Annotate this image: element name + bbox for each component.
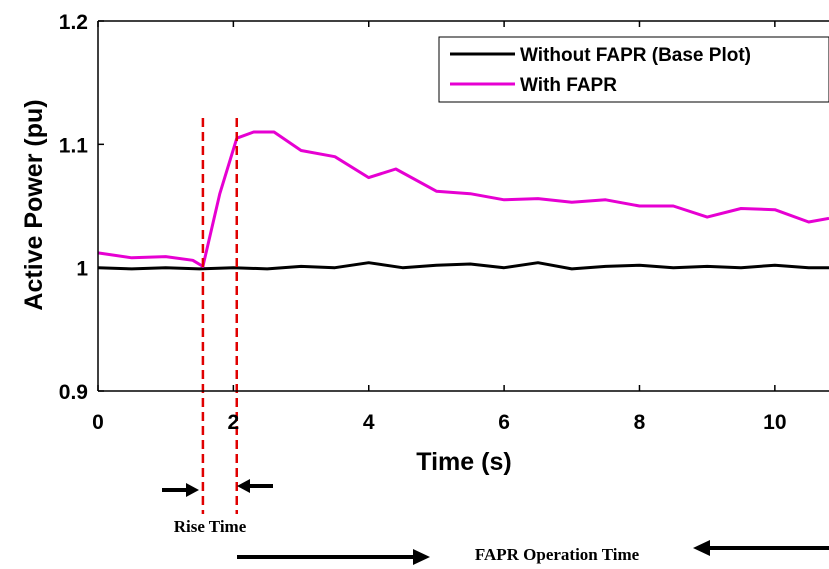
series-line-without-fapr — [97, 261, 829, 271]
rise-time-arrow-right-head — [237, 479, 250, 493]
y-tick-label-2: 1.1 — [59, 134, 89, 157]
operation-time-label: FAPR Operation Time — [475, 545, 640, 564]
operation-time-annotation: FAPR Operation Time — [237, 540, 829, 565]
x-tick-label-3: 6 — [498, 411, 510, 434]
x-tick-label-2: 4 — [363, 411, 375, 434]
y-tick-label-1: 1 — [76, 258, 88, 281]
operation-time-arrow-left-head — [413, 549, 430, 565]
axes: 0 2 4 6 8 10 0.9 1 1.1 1.2 — [59, 11, 829, 434]
x-tick-label-1: 2 — [228, 411, 240, 434]
y-tick-label-0: 0.9 — [59, 381, 88, 404]
legend: Without FAPR (Base Plot) With FAPR — [438, 36, 829, 103]
x-axis-label: Time (s) — [416, 448, 511, 476]
rise-time-label: Rise Time — [174, 517, 247, 536]
legend-box — [438, 36, 829, 103]
y-tick-label-3: 1.2 — [59, 11, 88, 34]
rise-time-arrow-left-head — [186, 483, 199, 497]
y-axis-label: Active Power (pu) — [20, 99, 48, 310]
x-tick-label-0: 0 — [92, 411, 104, 434]
x-tick-label-5: 10 — [763, 411, 786, 434]
x-tick-label-4: 8 — [634, 411, 646, 434]
operation-time-arrow-right-head — [693, 540, 710, 556]
legend-label-with-fapr: With FAPR — [520, 75, 617, 96]
rise-time-annotation: Rise Time — [162, 479, 273, 536]
marker-layer — [201, 118, 239, 514]
series-line-with-fapr — [97, 130, 829, 268]
series-layer — [97, 130, 829, 271]
legend-label-without-fapr: Without FAPR (Base Plot) — [520, 45, 751, 66]
